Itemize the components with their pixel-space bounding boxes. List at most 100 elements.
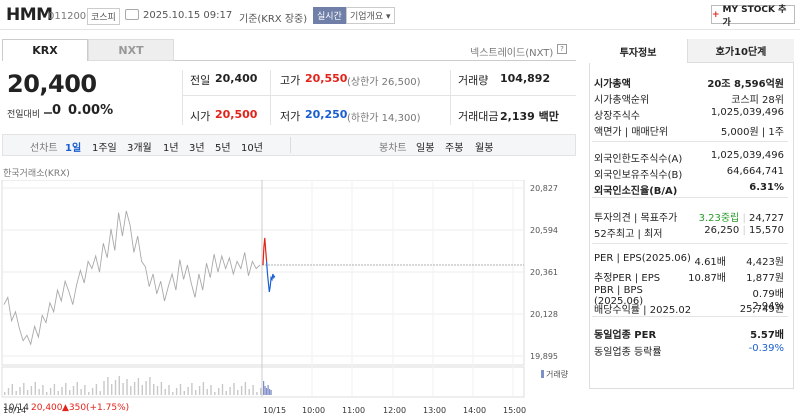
volume-bar — [15, 391, 17, 395]
volume-bar — [214, 392, 216, 395]
period-1d[interactable]: 1일 — [65, 143, 82, 154]
period-3m[interactable]: 3개월 — [127, 143, 152, 154]
x-tick-label: 10:00 — [302, 406, 325, 415]
volume-bar — [126, 379, 128, 395]
sector-rate-label[interactable]: 동일업종 등락률 — [594, 347, 662, 358]
volume-bar — [198, 386, 201, 395]
footer-date: 10/14 — [3, 403, 29, 413]
period-1y[interactable]: 1년 — [163, 143, 179, 154]
y-tick-label: 20,128 — [530, 310, 558, 319]
volume-bar — [103, 381, 105, 395]
foreign-row: 외국인한도주식수(A) 1,025,039,496 — [594, 150, 784, 165]
foreign-label: 외국인소진율(B/A) — [594, 186, 678, 197]
open-value: 20,500 — [215, 108, 258, 121]
stock-header: HMM 011200 코스피 2025.10.15 09:17 기준(KRX 장… — [0, 0, 800, 30]
add-mystock-label: MY STOCK 추가 — [722, 4, 787, 28]
tab-nxt[interactable]: NXT — [88, 39, 174, 61]
tab-krx[interactable]: KRX — [2, 39, 88, 61]
sector-rate-value: -0.39% — [748, 343, 784, 354]
realtime-badge[interactable]: 실시간 — [313, 7, 346, 24]
volume-bar — [145, 381, 147, 395]
chevron-down-icon: ▾ — [386, 12, 391, 22]
period-10y[interactable]: 10년 — [241, 143, 263, 154]
volume-bar — [179, 384, 182, 395]
amount-value: 2,139 백만 — [500, 110, 559, 123]
volume-bar — [23, 383, 25, 395]
high-label: 고가 — [280, 74, 301, 87]
x-tick-label: 14:00 — [463, 406, 486, 415]
volume-bar — [225, 391, 227, 395]
sector-per-row: 동일업종 PER 5.57배 — [594, 326, 784, 341]
foreign-row: 외국인소진율(B/A) 6.31% — [594, 182, 784, 197]
valuation-row: PBR | BPS (2025.06) 0.79배 25,749원 — [594, 285, 784, 315]
change-value: 0 — [52, 103, 62, 118]
tab-investment-info[interactable]: 투자정보 — [589, 39, 687, 63]
volume-bar — [175, 388, 178, 395]
foreign-label: 외국인한도주식수(A) — [594, 154, 683, 165]
marketcap-value: 코스피 28위 — [731, 95, 784, 106]
candle-daily[interactable]: 일봉 — [416, 143, 435, 154]
period-1w[interactable]: 1주일 — [92, 143, 117, 154]
foreign-value: 1,025,039,496 — [710, 150, 784, 161]
x-tick-label: 15:00 — [503, 406, 526, 415]
valuation-value: 4.61배 4,423원 — [695, 253, 784, 268]
footer-change: ▲350 — [62, 403, 87, 413]
opinion-row: 투자의견 | 목표주가 3.23중립 | 24,727 — [594, 209, 784, 224]
candle-weekly[interactable]: 주봉 — [445, 143, 464, 154]
volume-bar — [233, 383, 235, 395]
add-mystock-button[interactable]: + MY STOCK 추가 — [711, 5, 795, 28]
volume-bar — [49, 388, 52, 395]
volume-bar — [240, 386, 243, 395]
valuation-label: PBR | BPS (2025.06) — [594, 285, 644, 307]
volume-bar — [248, 389, 250, 395]
volume-bar — [46, 392, 48, 395]
volume-bar — [38, 389, 40, 395]
foreign-value: 6.31% — [749, 182, 784, 193]
tab-orderbook[interactable]: 호가10단계 — [687, 39, 794, 63]
volume-bar — [7, 388, 10, 395]
volume-bar-today — [269, 389, 271, 395]
help-icon[interactable]: ? — [557, 44, 567, 54]
volume-bar — [95, 384, 98, 395]
volume-bar — [191, 383, 193, 395]
quote-basis: 기준(KRX 장중) — [239, 14, 308, 25]
opinion-value: 3.23중립 — [698, 213, 740, 224]
volume-legend-swatch — [541, 370, 544, 378]
volume-label: 거래량 — [458, 74, 489, 87]
prev-day-series-line — [3, 210, 261, 346]
sector-rate-row: 동일업종 등락률 -0.39% — [594, 343, 784, 358]
volume-bar — [30, 386, 33, 395]
52w-high: 26,250 — [704, 225, 740, 236]
volume-bar — [11, 384, 13, 395]
company-summary-button[interactable]: 기업개요 ▾ — [346, 7, 395, 24]
volume-bar — [229, 387, 231, 395]
target-price: 24,727 — [749, 213, 784, 224]
current-price: 20,400 — [7, 70, 97, 98]
volume-bar — [130, 386, 132, 395]
volume-bar — [76, 382, 78, 395]
volume-bar — [149, 377, 151, 395]
x-tick-label: 13:00 — [423, 406, 446, 415]
today-up-series-line — [262, 237, 268, 266]
valuation-label: PER | EPS(2025.06) — [594, 253, 691, 264]
volume-bar — [84, 385, 86, 395]
valuation-label: 배당수익률 | 2025.02 — [594, 305, 692, 316]
volume-bar — [221, 384, 224, 395]
volume-bar — [42, 385, 44, 395]
candle-monthly[interactable]: 월봉 — [475, 143, 494, 154]
valuation-value-1: 0.79배 — [752, 289, 784, 300]
volume-bar — [114, 380, 117, 395]
sector-per-label[interactable]: 동일업종 PER — [594, 330, 657, 341]
period-5y[interactable]: 5년 — [215, 143, 231, 154]
chart-toolbar — [2, 134, 576, 156]
low-value: 20,250 — [305, 108, 348, 121]
volume-bar — [72, 386, 75, 395]
volume-bar — [137, 378, 140, 395]
period-3y[interactable]: 3년 — [189, 143, 205, 154]
volume-bar — [244, 382, 247, 395]
nxt-link[interactable]: 넥스트레이드(NXT) — [470, 48, 554, 59]
marketcap-row: 시가총액 20조 8,596억원 — [594, 75, 784, 90]
upper-limit: (상한가 26,500) — [347, 77, 421, 88]
valuation-value: 2.94% — [726, 301, 784, 316]
y-tick-label: 20,361 — [530, 268, 558, 277]
